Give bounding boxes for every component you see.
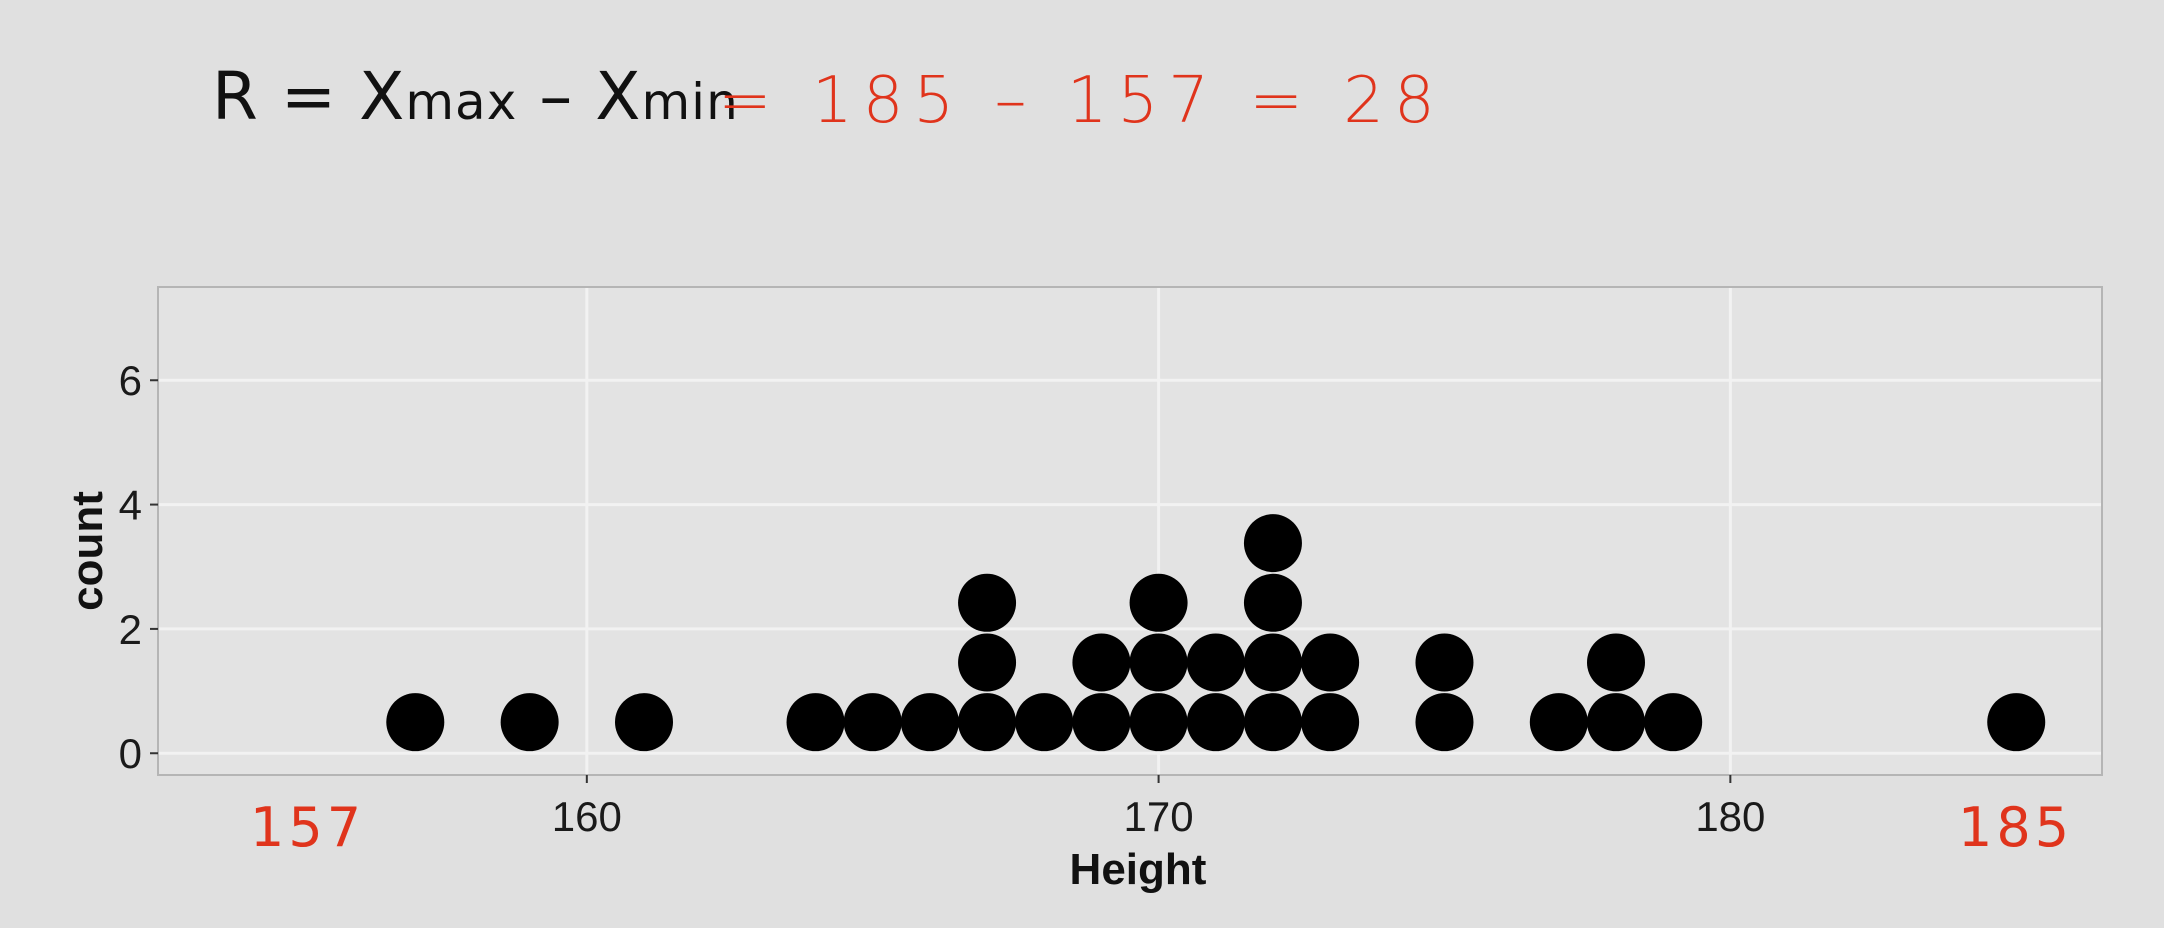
- y-tick-label: 2: [119, 606, 142, 653]
- data-dot: [1072, 693, 1131, 752]
- range-formula: R = Xmax – Xmin: [212, 58, 739, 135]
- data-dot: [1415, 633, 1474, 692]
- grid-lines: [159, 288, 2101, 774]
- data-dot: [1129, 633, 1188, 692]
- data-dot: [958, 633, 1017, 692]
- data-dot: [1072, 633, 1131, 692]
- formula-min-subscript: min: [641, 73, 739, 131]
- formula-x-min: X: [595, 58, 642, 135]
- data-dot: [1243, 693, 1302, 752]
- data-dot: [958, 573, 1017, 632]
- data-dot: [500, 693, 559, 752]
- plot-panel: [157, 286, 2103, 776]
- formula-equals: =: [258, 58, 360, 135]
- data-dot: [1243, 514, 1302, 573]
- y-tick-label: 6: [119, 357, 142, 404]
- data-dot: [1243, 633, 1302, 692]
- data-dot: [1587, 633, 1645, 692]
- data-dot: [1129, 573, 1188, 632]
- handwritten-min-label: 157: [250, 796, 366, 859]
- formula-max-subscript: max: [405, 73, 518, 131]
- x-axis-label: Height: [1070, 845, 1207, 894]
- x-tick-label: 180: [1695, 793, 1765, 840]
- handwritten-equation: = 185 – 157 = 28: [718, 64, 1445, 138]
- data-dot: [1987, 693, 2046, 752]
- data-dot: [1015, 693, 1074, 752]
- data-dot: [1186, 633, 1245, 692]
- y-tick-label: 0: [119, 730, 142, 777]
- handwritten-max-label: 185: [1958, 796, 2074, 859]
- data-dot: [386, 693, 445, 752]
- data-dot: [786, 693, 845, 752]
- formula-x-max: X: [359, 58, 406, 135]
- data-dot: [1529, 693, 1588, 752]
- data-dot: [843, 693, 902, 752]
- data-dot: [1301, 693, 1360, 752]
- formula-minus: –: [517, 58, 596, 135]
- data-dot: [958, 693, 1017, 752]
- y-tick-label: 4: [119, 482, 142, 529]
- data-dot: [1186, 693, 1245, 752]
- data-dots: [386, 514, 2046, 752]
- data-dot: [1301, 633, 1360, 692]
- data-dot: [900, 693, 959, 752]
- x-tick-label: 170: [1124, 793, 1194, 840]
- data-dot: [1243, 573, 1302, 632]
- data-dot: [1587, 693, 1645, 752]
- data-dot: [615, 693, 673, 752]
- axes: 160 170 180 0 2 4 6: [119, 357, 1766, 840]
- formula-r: R: [212, 58, 259, 135]
- data-dot: [1415, 693, 1474, 752]
- x-tick-label: 160: [552, 793, 622, 840]
- data-dot: [1644, 693, 1703, 752]
- y-axis-label: count: [63, 491, 112, 611]
- data-dot: [1129, 693, 1188, 752]
